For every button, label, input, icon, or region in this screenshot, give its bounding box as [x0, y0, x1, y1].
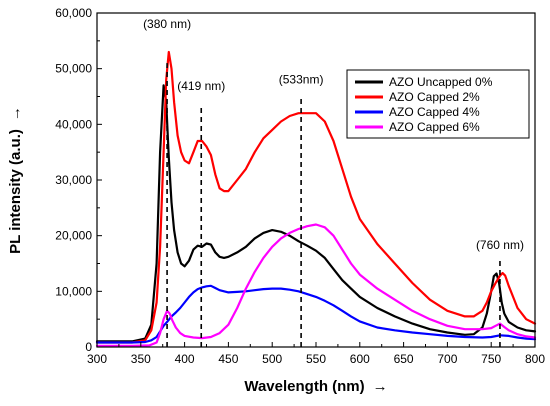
y-tick-label: 50,000: [55, 62, 92, 76]
series-line-3: [95, 284, 537, 344]
peak-label-1: (380 nm): [143, 17, 191, 31]
x-tick-label: 800: [525, 352, 545, 366]
y-tick-label: 10,000: [55, 284, 92, 298]
x-axis-label: Wavelength (nm): [244, 378, 364, 395]
x-tick-label: 300: [87, 352, 107, 366]
series-layer: [95, 50, 537, 347]
series-line-2: [95, 50, 537, 344]
x-tick-label: 650: [394, 352, 414, 366]
y-axis-arrow: →: [7, 106, 24, 121]
x-tick-label: 400: [175, 352, 195, 366]
peak-label-4: (760 nm): [476, 238, 524, 252]
legend: AZO Uncapped 0%AZO Capped 2%AZO Capped 4…: [346, 69, 530, 139]
y-tick-label: 30,000: [55, 173, 92, 187]
y-axis-title: PL intensity (a.u.) →: [7, 106, 24, 254]
legend-label-3: AZO Capped 4%: [389, 105, 480, 119]
y-tick-label: 20,000: [55, 229, 92, 243]
axis-layer: 300 350 400 450 500 550 600 650 700 750 800 0 10,000…: [55, 6, 545, 366]
x-axis-arrow: →: [373, 378, 388, 395]
x-tick-label: 450: [218, 352, 238, 366]
x-axis-title: Wavelength (nm) →: [244, 378, 387, 395]
series-line-1: [95, 84, 537, 343]
x-tick-label: 500: [262, 352, 282, 366]
x-tick-label: 700: [437, 352, 457, 366]
x-tick-label: 350: [131, 352, 151, 366]
legend-label-1: AZO Uncapped 0%: [389, 75, 493, 89]
x-tick-label: 550: [306, 352, 326, 366]
series-line-4: [95, 223, 537, 347]
peak-label-2: (419 nm): [177, 79, 225, 93]
legend-label-2: AZO Capped 2%: [389, 90, 480, 104]
legend-label-4: AZO Capped 6%: [389, 120, 480, 134]
y-axis-label: PL intensity (a.u.): [7, 129, 24, 254]
annotation-layer: (380 nm) (419 nm) (533nm) (760 nm): [143, 17, 524, 347]
y-tick-label: 40,000: [55, 117, 92, 131]
x-tick-label: 750: [481, 352, 501, 366]
y-tick-label: 0: [85, 340, 92, 354]
y-tick-label: 60,000: [55, 6, 92, 20]
x-tick-label: 600: [350, 352, 370, 366]
peak-label-3: (533nm): [279, 73, 324, 87]
